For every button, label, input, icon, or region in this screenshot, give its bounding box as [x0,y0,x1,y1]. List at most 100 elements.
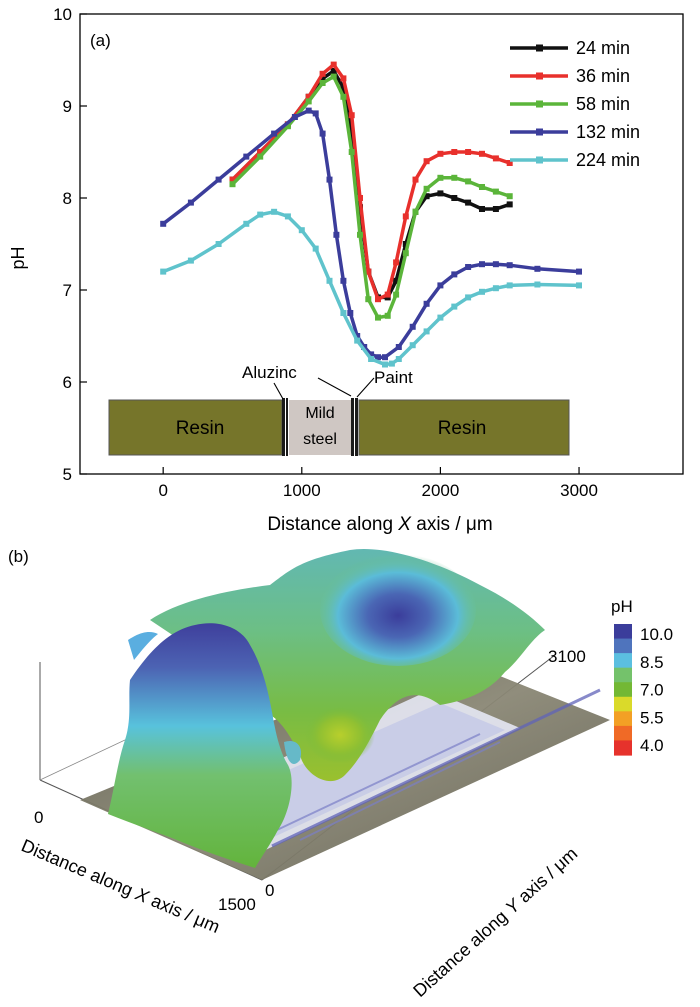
legend-marker [536,128,543,136]
data-point [312,110,319,117]
data-point [271,130,278,137]
data-point [492,285,499,292]
data-point [409,323,416,330]
panel-a-label: (a) [90,31,111,50]
series-224-min [160,208,582,368]
y-axis-3d-label-prefix: Distance along [409,903,515,1001]
data-point [451,149,458,155]
data-point [319,130,326,137]
data-point [257,149,264,155]
legend-label: 132 min [576,122,640,142]
data-series [160,61,582,368]
data-point [284,213,291,220]
data-point [284,123,291,130]
series-line [161,108,581,359]
x-tick-label: 2000 [421,481,459,500]
data-point [423,328,430,335]
data-point [393,277,400,284]
x-axis-ticks: 0 1000 2000 3000 [158,467,598,500]
data-point [215,241,222,247]
mild-steel-label-1: Mild [305,405,334,422]
data-point [333,231,340,238]
data-point [437,282,444,289]
data-point [305,107,312,114]
data-point [576,282,582,289]
colorbar-swatch [614,725,632,742]
resin-right-block [358,399,570,456]
colorbar-swatch [614,624,632,640]
surface-left-fin [128,632,158,660]
data-point [340,93,347,100]
data-point [437,174,444,181]
data-point [271,208,278,215]
x-tick-end: 1500 [218,895,256,914]
data-point [506,193,513,200]
y-tick-label: 6 [63,373,72,392]
data-point [326,277,333,284]
y-axis-3d-label: Distance along Y axis / μm [409,843,581,1001]
series-36-min [229,61,513,303]
aluzinc-layer-left [282,398,285,456]
x-axis-label-var: X [397,514,412,535]
data-point [330,68,337,74]
data-point [330,73,337,80]
data-point [465,149,472,155]
y-axis-label: pH [8,246,28,269]
colorbar: pH 10.0 8.5 7.0 5.5 4.0 [611,597,673,756]
data-point [243,220,250,227]
data-point [384,291,391,298]
data-point [465,199,472,206]
colorbar-tick-label: 5.5 [640,708,664,727]
colorbar-tick-label: 4.0 [640,736,664,755]
data-point [412,176,419,183]
data-point [451,271,458,278]
data-point [393,291,400,298]
data-point [395,356,402,362]
data-point [437,150,444,157]
colorbar-title: pH [611,597,633,616]
x-tick-label: 3000 [560,481,598,500]
resin-right-label: Resin [438,418,487,439]
data-point [357,231,363,238]
data-point [305,93,312,100]
series-132-min [160,107,582,361]
data-point [479,206,485,212]
mild-steel-label-2: steel [303,431,337,448]
data-point [492,261,499,268]
data-point [409,342,416,349]
legend-label: 36 min [576,66,630,86]
data-point [368,351,375,358]
panel-b: (b) 0 1500 0 3100 [8,547,673,1001]
x-axis-label: Distance along X axis / μm [267,514,492,535]
data-point [257,153,264,160]
data-point [354,337,361,344]
data-point [354,333,361,339]
data-point [340,75,347,82]
resin-left-label: Resin [176,418,225,439]
paint-layer-left [286,398,288,456]
data-point [375,354,381,361]
surface-right-fin [284,740,302,764]
x-axis-label-suffix: axis / μm [411,514,493,535]
legend-marker [536,100,543,108]
data-point [388,360,395,367]
plot-frame [79,13,684,475]
aluzinc-label: Aluzinc [242,363,297,382]
y-tick-label: 8 [63,189,72,208]
aluzinc-layer-right [351,398,354,456]
legend-label: 58 min [576,94,630,114]
data-point [492,206,499,212]
data-point [326,176,333,183]
data-point [340,310,347,316]
data-point [534,265,541,272]
colorbar-swatch [614,711,632,727]
data-point [319,80,326,86]
x-axis-3d-label-prefix: Distance along [18,835,140,902]
colorbar-swatch [614,667,632,683]
data-point [437,190,444,197]
data-point [423,185,430,192]
colorbar-swatch [614,740,632,756]
data-point [506,262,513,269]
data-point [229,176,236,183]
legend-item: 58 min [510,94,630,114]
